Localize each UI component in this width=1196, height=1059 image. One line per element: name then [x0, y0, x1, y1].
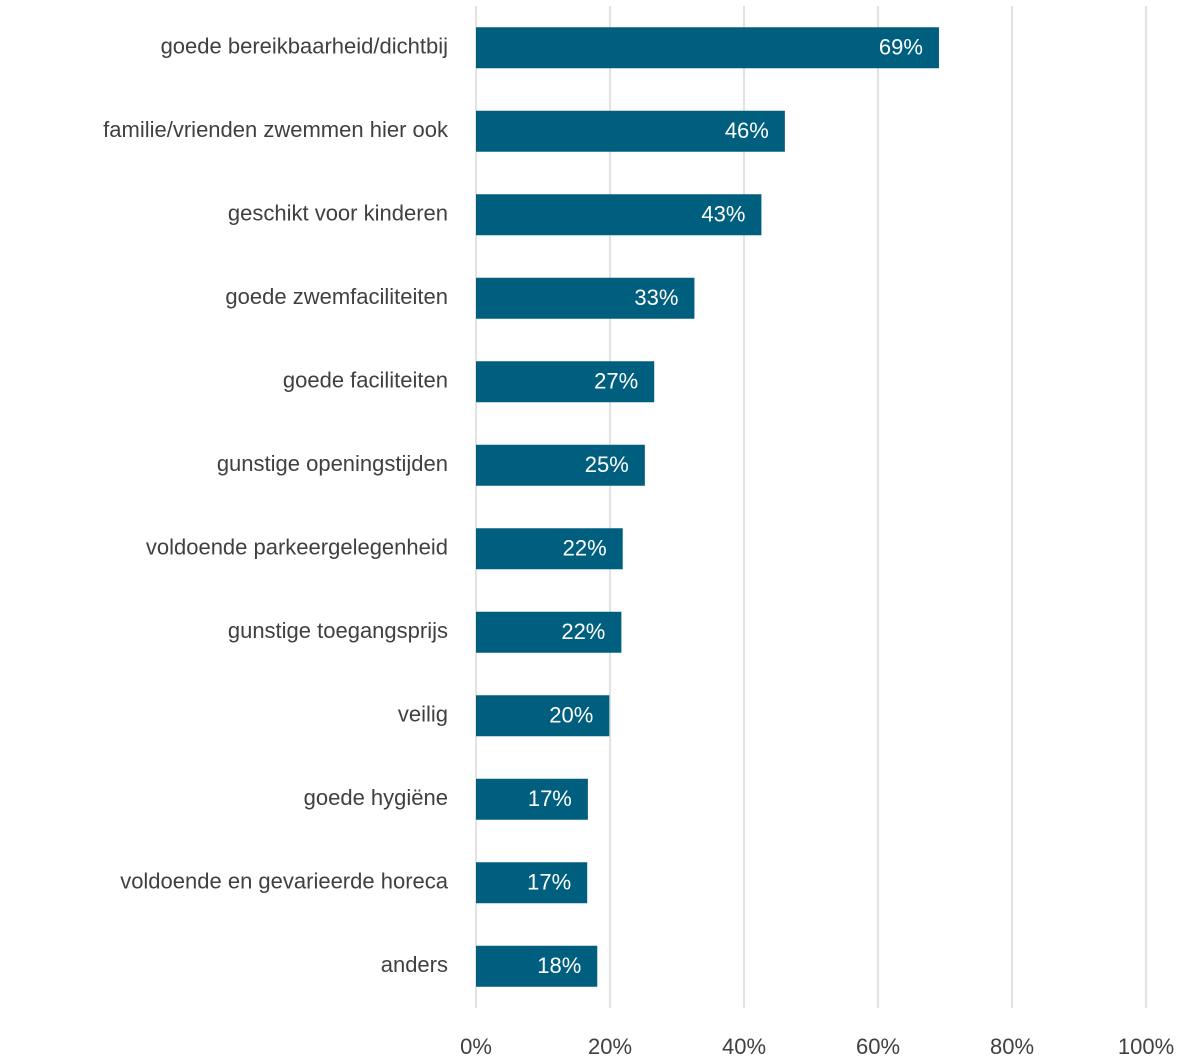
y-tick-label: veilig: [398, 702, 448, 727]
data-label: 46%: [725, 118, 769, 143]
y-tick-label: gunstige openingstijden: [217, 451, 448, 476]
bar: [476, 695, 610, 737]
data-label: 27%: [594, 369, 638, 394]
x-tick-label: 0%: [460, 1034, 492, 1059]
y-tick-label: goede bereikbaarheid/dichtbij: [161, 34, 448, 59]
data-label: 22%: [563, 536, 607, 561]
bar: [476, 528, 623, 570]
bar: [476, 444, 645, 486]
bar: [476, 110, 785, 152]
y-tick-label: goede zwemfaciliteiten: [225, 284, 448, 309]
y-tick-label: voldoende en gevarieerde horeca: [120, 869, 449, 894]
data-label: 25%: [585, 452, 629, 477]
x-tick-label: 20%: [588, 1034, 632, 1059]
bar: [476, 361, 655, 403]
x-tick-label: 80%: [990, 1034, 1034, 1059]
bar: [476, 194, 762, 236]
bar: [476, 945, 598, 987]
y-tick-label: gunstige toegangsprijs: [228, 618, 448, 643]
data-label: 22%: [561, 619, 605, 644]
data-label: 69%: [879, 35, 923, 60]
data-label: 17%: [528, 786, 572, 811]
data-label: 20%: [549, 703, 593, 728]
x-tick-label: 40%: [722, 1034, 766, 1059]
bar: [476, 277, 695, 319]
y-tick-label: voldoende parkeergelegenheid: [146, 535, 448, 560]
y-tick-label: geschikt voor kinderen: [228, 201, 448, 226]
bar: [476, 778, 588, 820]
bar: [476, 27, 939, 69]
data-label: 17%: [527, 870, 571, 895]
x-tick-label: 100%: [1118, 1034, 1174, 1059]
y-tick-label: anders: [381, 952, 448, 977]
y-tick-label: goede hygiëne: [304, 785, 448, 810]
data-label: 18%: [537, 953, 581, 978]
y-tick-label: goede faciliteiten: [283, 368, 448, 393]
bar: [476, 862, 588, 904]
data-label: 33%: [634, 285, 678, 310]
data-label: 43%: [701, 202, 745, 227]
x-tick-label: 60%: [856, 1034, 900, 1059]
bar: [476, 611, 622, 653]
y-tick-label: familie/vrienden zwemmen hier ook: [103, 117, 449, 142]
